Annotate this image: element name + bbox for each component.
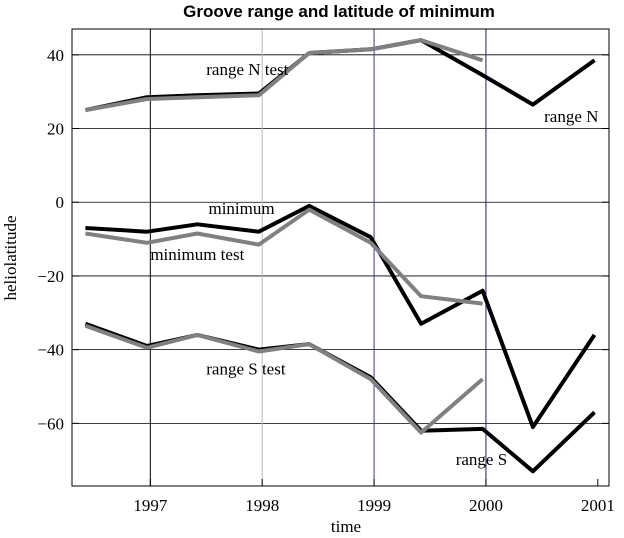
x-tick-label: 1997 xyxy=(133,496,168,515)
x-tick-label: 2001 xyxy=(581,496,615,515)
x-tick-label: 1998 xyxy=(245,496,279,515)
annotation-range-s: range S xyxy=(456,450,507,469)
gridlines xyxy=(72,54,609,424)
series-line-minimum-test xyxy=(85,207,483,306)
annotations: range N test range N minimum minimum test ra… xyxy=(150,60,598,469)
y-tick-label: 20 xyxy=(47,120,64,139)
y-tick-label: −20 xyxy=(37,267,64,286)
series-line-minimum xyxy=(85,203,597,429)
y-axis-ticks: 40 20 0 −20 −40 −60 xyxy=(37,46,609,433)
y-tick-label: 40 xyxy=(47,46,64,65)
x-tick-label: 2000 xyxy=(469,496,503,515)
x-axis-ticks: 1997 1998 1999 2000 2001 xyxy=(133,479,615,515)
plot-frame xyxy=(71,28,610,487)
annotation-range-n: range N xyxy=(544,107,598,126)
y-axis-label: heliolatitude xyxy=(1,216,20,301)
annotation-range-s-test: range S test xyxy=(206,359,286,378)
series-layer xyxy=(84,38,597,474)
year-lines xyxy=(149,29,487,486)
y-tick-label: −60 xyxy=(37,414,64,433)
series-line-range-s-test xyxy=(84,323,484,435)
annotation-minimum: minimum xyxy=(208,199,274,218)
series-line-range-n-test xyxy=(85,38,484,113)
x-axis-label: time xyxy=(331,517,361,536)
chart-title: Groove range and latitude of minimum xyxy=(183,2,495,21)
annotation-range-n-test: range N test xyxy=(206,60,288,79)
annotation-minimum-test: minimum test xyxy=(150,245,244,264)
y-tick-label: 0 xyxy=(56,193,65,212)
y-tick-label: −40 xyxy=(37,341,64,360)
x-tick-label: 1999 xyxy=(357,496,391,515)
